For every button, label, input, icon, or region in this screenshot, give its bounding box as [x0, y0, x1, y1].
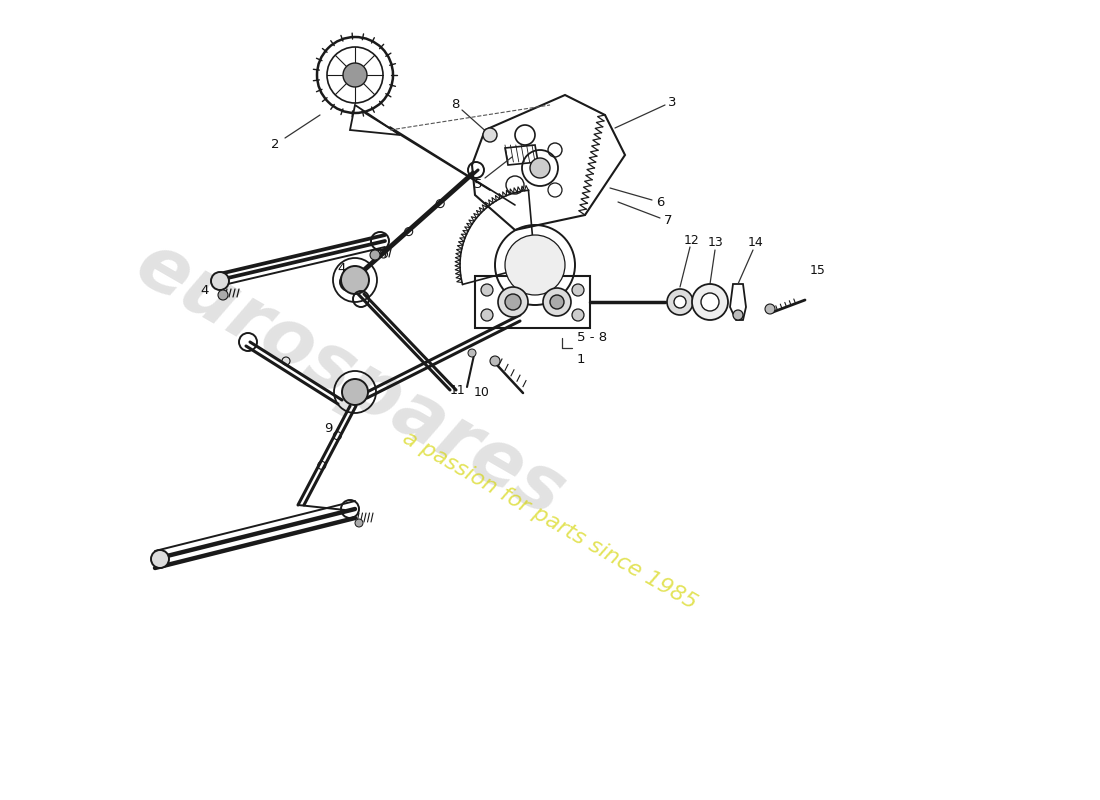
Circle shape	[218, 290, 228, 300]
Text: 2: 2	[271, 138, 279, 151]
Text: 8: 8	[451, 98, 459, 111]
Text: 10: 10	[474, 386, 490, 398]
Text: eurospares: eurospares	[122, 227, 578, 533]
Circle shape	[490, 356, 500, 366]
Circle shape	[667, 289, 693, 315]
Circle shape	[674, 296, 686, 308]
Circle shape	[341, 266, 368, 294]
Text: 4: 4	[338, 262, 346, 274]
Circle shape	[483, 128, 497, 142]
Circle shape	[505, 294, 521, 310]
Text: 3: 3	[668, 95, 676, 109]
Text: 1: 1	[578, 354, 585, 366]
Text: 5 - 8: 5 - 8	[578, 331, 607, 344]
Circle shape	[343, 63, 367, 87]
Text: 4: 4	[201, 283, 209, 297]
Text: 12: 12	[684, 234, 700, 246]
Text: 6: 6	[656, 197, 664, 210]
Circle shape	[468, 349, 476, 357]
Circle shape	[211, 272, 229, 290]
Circle shape	[572, 309, 584, 321]
Circle shape	[550, 295, 564, 309]
Text: 11: 11	[450, 383, 466, 397]
Text: 14: 14	[748, 235, 763, 249]
Circle shape	[733, 310, 742, 320]
Text: 9: 9	[323, 422, 332, 434]
Text: 7: 7	[663, 214, 672, 227]
Circle shape	[572, 284, 584, 296]
Circle shape	[151, 550, 169, 568]
Circle shape	[543, 288, 571, 316]
Circle shape	[481, 284, 493, 296]
Text: 15: 15	[810, 263, 826, 277]
Text: 5: 5	[474, 178, 482, 190]
Circle shape	[498, 287, 528, 317]
Circle shape	[370, 250, 379, 260]
Circle shape	[342, 379, 369, 405]
Circle shape	[764, 304, 776, 314]
Circle shape	[701, 293, 719, 311]
Circle shape	[355, 519, 363, 527]
Circle shape	[692, 284, 728, 320]
Text: 13: 13	[708, 235, 724, 249]
Circle shape	[481, 309, 493, 321]
Text: a passion for parts since 1985: a passion for parts since 1985	[399, 427, 701, 613]
Circle shape	[530, 158, 550, 178]
Circle shape	[505, 235, 565, 295]
